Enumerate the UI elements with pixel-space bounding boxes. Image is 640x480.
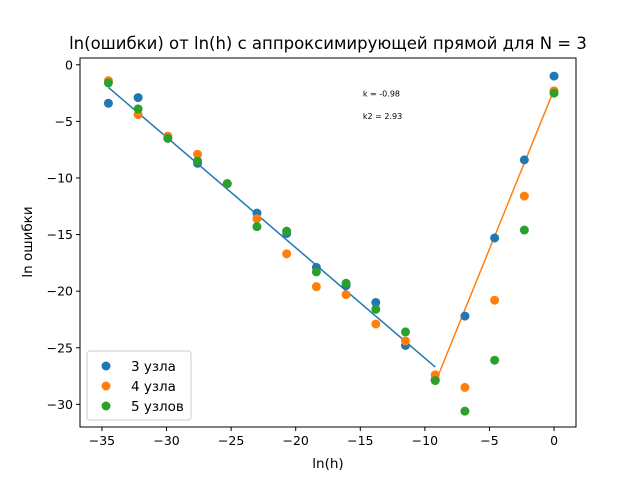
data-point [430, 376, 440, 386]
legend-marker [101, 361, 111, 371]
data-point [549, 71, 559, 81]
y-tick-label: −25 [47, 340, 73, 355]
data-points [103, 71, 559, 416]
y-tick-label: −5 [55, 114, 73, 129]
data-point [252, 222, 262, 232]
x-tick-label: −35 [89, 433, 115, 448]
plot-area [79, 57, 577, 428]
data-point [460, 406, 470, 416]
data-point [193, 156, 203, 166]
annotation-text: k2 = 2.93 [363, 112, 402, 121]
legend-label: 4 узла [131, 379, 176, 395]
data-point [490, 355, 500, 365]
annotation-text: k = -0.98 [363, 89, 400, 98]
x-tick-label: −25 [218, 433, 244, 448]
data-point [460, 382, 470, 392]
data-point [401, 336, 410, 346]
data-point [519, 191, 529, 201]
x-axis-label: ln(h) [312, 456, 343, 472]
y-tick-label: 0 [65, 57, 73, 72]
data-point [311, 282, 321, 292]
data-point [133, 104, 143, 114]
chart-title: ln(ошибки) от ln(h) с аппроксимирующей п… [69, 34, 587, 53]
y-tick-label: −20 [47, 284, 73, 299]
data-point [163, 133, 173, 143]
data-point [341, 290, 351, 300]
data-point [311, 267, 321, 277]
data-point [371, 319, 381, 329]
data-point [371, 304, 381, 314]
data-point [193, 149, 203, 159]
x-tick-label: −30 [153, 433, 179, 448]
legend-label: 5 узлов [131, 399, 184, 415]
legend-marker [101, 381, 111, 391]
data-point [103, 78, 113, 88]
data-point [490, 233, 500, 243]
data-point [341, 278, 351, 288]
data-point [103, 98, 113, 108]
y-axis-label: ln ошибки [20, 206, 36, 277]
data-point [519, 155, 529, 165]
data-point [133, 93, 143, 103]
data-point [222, 179, 232, 189]
data-point [282, 249, 292, 259]
legend-label: 3 узла [131, 359, 176, 375]
x-tick-label: −5 [480, 433, 498, 448]
x-tick-label: −20 [283, 433, 309, 448]
legend: 3 узла 4 узла 5 узлов [86, 350, 192, 421]
data-point [252, 214, 262, 224]
x-axis: −35 −30 −25 −20 −15 −10 −5 0 [89, 427, 558, 448]
annotations: k = -0.98 k2 = 2.93 [363, 89, 402, 121]
x-tick-label: −10 [412, 433, 438, 448]
y-tick-label: −30 [47, 397, 73, 412]
legend-marker [101, 401, 111, 411]
data-point [282, 226, 292, 236]
fit-line [107, 86, 436, 368]
data-point [460, 311, 470, 321]
x-tick-label: −15 [347, 433, 373, 448]
data-point [549, 88, 559, 98]
data-point [371, 297, 381, 307]
legend-box [86, 350, 192, 421]
data-point [490, 295, 500, 305]
x-tick-label: 0 [550, 433, 558, 448]
y-tick-label: −10 [47, 170, 73, 185]
y-tick-label: −15 [47, 227, 73, 242]
data-point [401, 327, 410, 337]
fit-lines [107, 86, 555, 384]
y-axis: 0 −5 −10 −15 −20 −25 −30 [47, 57, 80, 412]
data-point [519, 225, 529, 235]
